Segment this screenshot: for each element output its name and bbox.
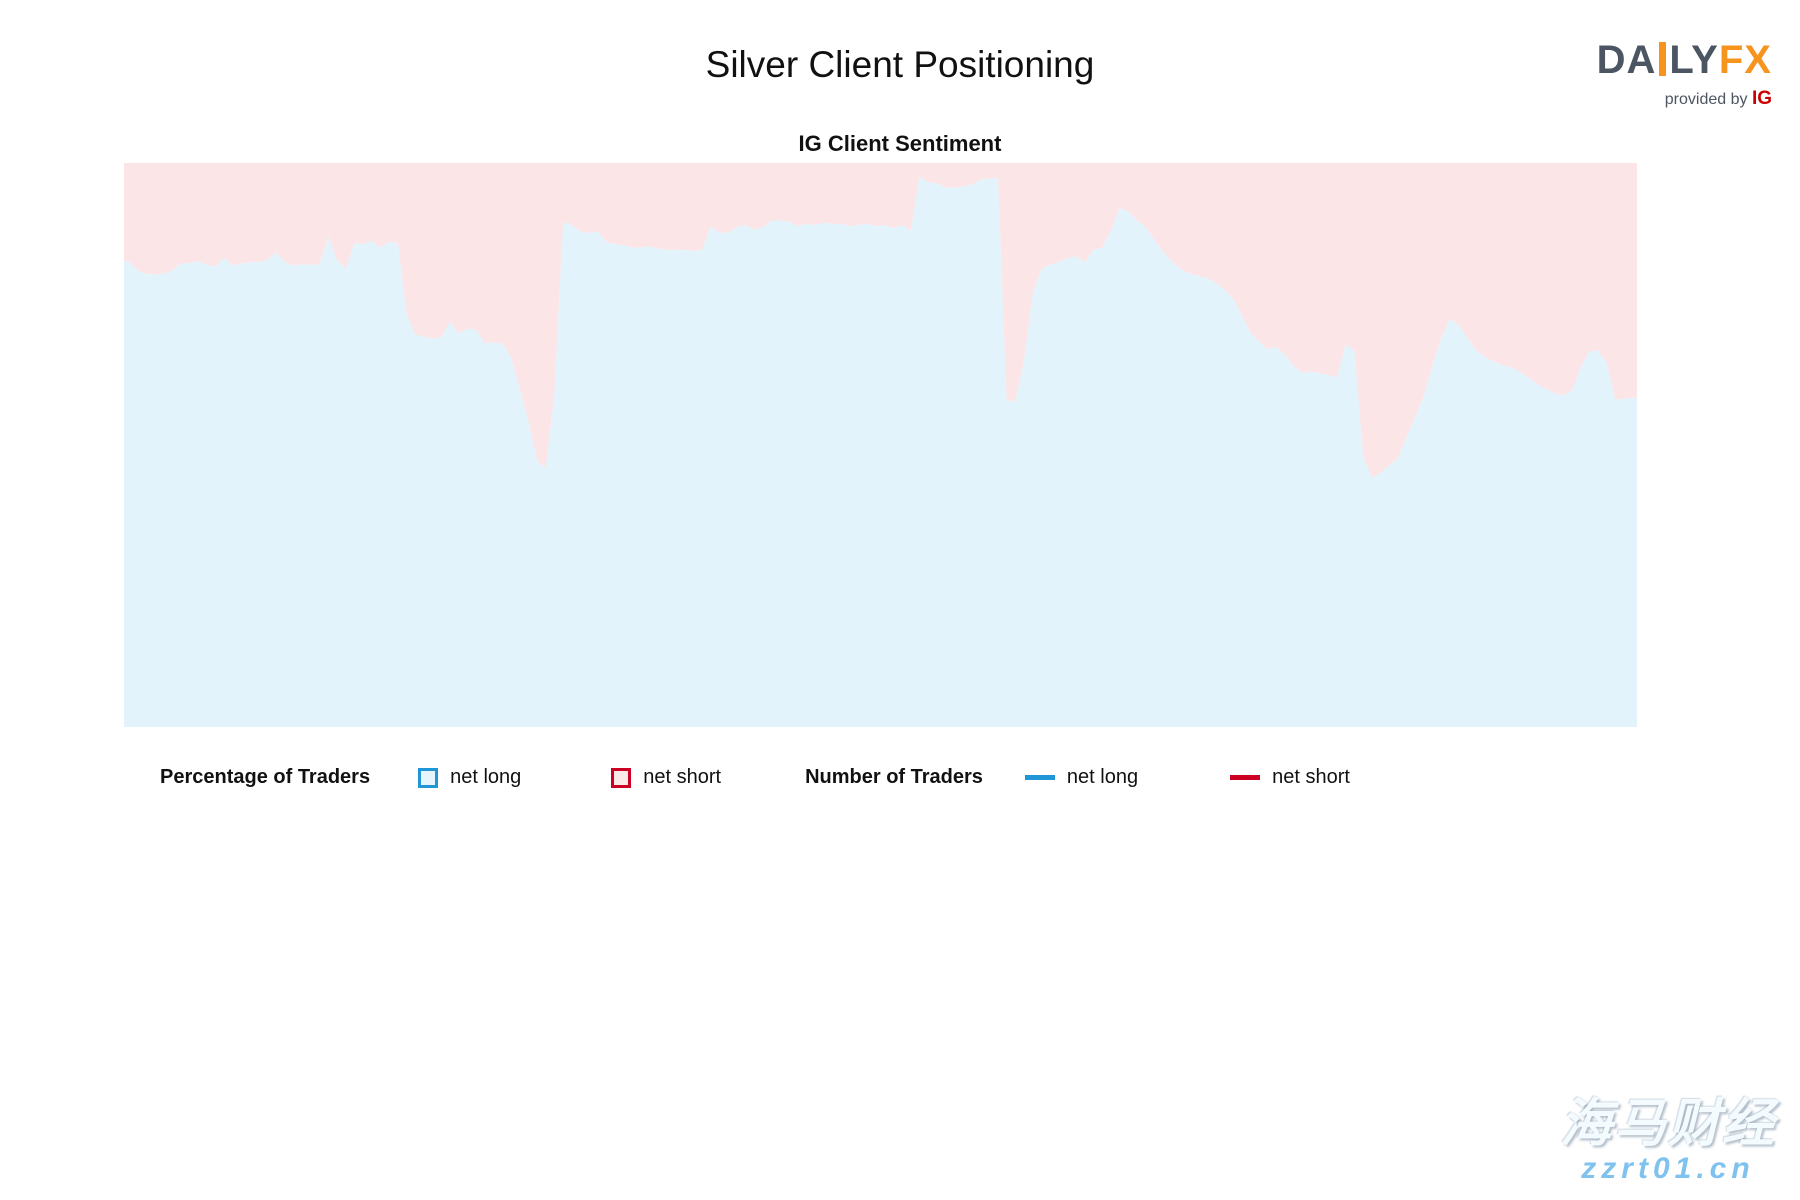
net-short-area-fill	[124, 163, 1637, 478]
chart-legend: Percentage of Traders net long net short…	[160, 766, 1350, 789]
legend-item-pct-net-long[interactable]: net long	[418, 766, 521, 789]
ig-brand: IG	[1751, 88, 1772, 109]
logo-word-da: DA	[1596, 38, 1657, 82]
page-title: Silver Client Positioning	[705, 44, 1095, 85]
legend-label: net long	[1066, 766, 1139, 788]
legend-group-percentage-title: Percentage of Traders	[160, 766, 371, 788]
legend-label: net long	[450, 766, 522, 788]
legend-label: net short	[643, 766, 722, 788]
net-short-line-icon	[1230, 775, 1261, 780]
dailyfx-logo: DA LYFX provided by IG	[1597, 40, 1772, 108]
logo-word-ly: LY	[1669, 38, 1719, 82]
logo-provided-by: provided by IG	[1597, 89, 1772, 108]
provided-by-text: provided by	[1664, 91, 1748, 108]
legend-item-num-net-long[interactable]: net long	[1024, 766, 1139, 789]
net-short-box-icon	[611, 767, 632, 788]
main-panel	[124, 163, 1637, 727]
logo-word-fx: FX	[1718, 38, 1772, 82]
net-long-area-fill	[124, 176, 1637, 727]
net-long-box-icon	[418, 767, 439, 788]
legend-label: net short	[1272, 766, 1350, 788]
legend-item-num-net-short[interactable]: net short	[1230, 766, 1350, 789]
net-long-line-icon	[1024, 775, 1055, 780]
legend-item-pct-net-short[interactable]: net short	[611, 766, 721, 789]
legend-group-number-title: Number of Traders	[805, 766, 983, 788]
logo-wordmark: DA LYFX	[1597, 40, 1772, 80]
logo-orange-bar-icon	[1659, 42, 1667, 76]
chart-subtitle: IG Client Sentiment	[798, 131, 1002, 156]
